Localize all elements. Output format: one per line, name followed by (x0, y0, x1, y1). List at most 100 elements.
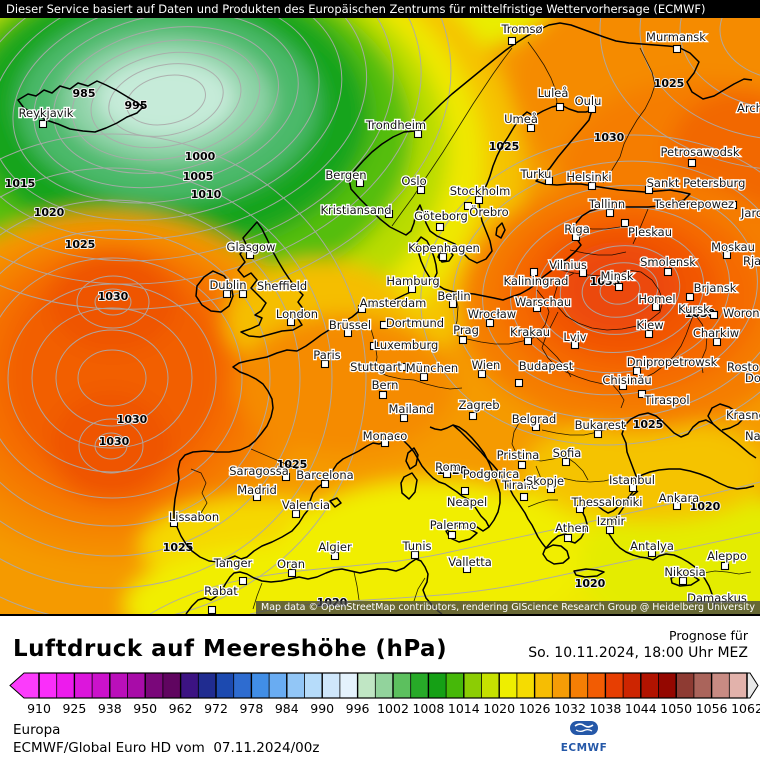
city-label: Luleå (538, 86, 569, 100)
city-marker (644, 185, 654, 195)
city-label: Kursk (678, 302, 710, 316)
isobar-label: 1020 (690, 500, 721, 513)
city-marker (578, 268, 588, 278)
city-label-clipped: Krasno (726, 408, 760, 422)
colorbar-tick-label: 978 (239, 701, 263, 716)
city-label: Thessaloniki (571, 495, 643, 509)
colorbar-tick-label: 990 (310, 701, 334, 716)
city-label: Tanger (213, 556, 253, 570)
colorbar-tick-label: 950 (133, 701, 157, 716)
colorbar-tick-label: 996 (346, 701, 370, 716)
city-label: Mailand (389, 402, 434, 416)
isobar-label: 1025 (654, 77, 685, 90)
city-marker (523, 478, 533, 488)
city-label: München (406, 361, 458, 375)
city-marker (720, 561, 730, 571)
isobar-label: 1025 (277, 458, 308, 471)
forecast-datetime: So. 10.11.2024, 18:00 Uhr MEZ (528, 645, 748, 661)
city-label: Madrid (237, 483, 277, 497)
city-marker (620, 218, 630, 228)
isobar-label: 1030 (99, 435, 130, 448)
city-label: Berlin (437, 289, 470, 303)
isobar-label: 1000 (185, 150, 216, 163)
city-label: Stuttgart (350, 360, 402, 374)
info-panel: Luftdruck auf Meereshöhe (hPa) Prognose … (0, 614, 760, 760)
city-label: Lissabon (169, 510, 219, 524)
city-label: Neapel (447, 495, 487, 509)
city-label: Barcelona (296, 468, 353, 482)
model-run-label: ECMWF/Global Euro HD vom 07.11.2024/00z (13, 740, 320, 756)
colorbar-tick-label: 925 (62, 701, 86, 716)
colorbar-tick-label: 1008 (412, 701, 444, 716)
city-label: Warschau (515, 295, 571, 309)
colorbar-tick-label: 1038 (589, 701, 621, 716)
city-label: Tallinn (588, 197, 625, 211)
city-marker (529, 267, 539, 277)
colorbar-tick-label: 1026 (519, 701, 551, 716)
city-label-clipped: Do (745, 371, 760, 385)
city-label: Dublin (209, 278, 246, 292)
isobar-label: 1030 (594, 131, 625, 144)
city-label: Bergen (325, 168, 366, 182)
city-label-clipped: Rosto (727, 360, 759, 374)
colorbar-tick-label: 1014 (448, 701, 480, 716)
city-label: Tunis (401, 539, 431, 553)
city-label: Vilnius (549, 258, 587, 272)
service-banner: Dieser Service basiert auf Daten und Pro… (0, 0, 760, 18)
city-marker (507, 36, 517, 46)
isobar-label: 1025 (489, 140, 520, 153)
city-marker (343, 328, 353, 338)
country-borders (190, 41, 752, 610)
city-label: Istanbul (609, 473, 655, 487)
city-label: Kiew (636, 318, 663, 332)
city-marker (413, 129, 423, 139)
city-label: Monaco (363, 429, 408, 443)
city-label: Petrosawodsk (660, 145, 739, 159)
city-label: Podgorica (463, 467, 520, 481)
city-label: Turku (520, 167, 552, 181)
city-marker (207, 605, 217, 614)
colorbar-tick-label: 1050 (660, 701, 692, 716)
colorbar-tick-label: 1056 (696, 701, 728, 716)
city-label: Oulu (575, 94, 602, 108)
colorbar-tick-label: 1062 (731, 701, 760, 716)
city-label: Brjansk (694, 281, 737, 295)
isobar-label: 1005 (183, 170, 214, 183)
city-marker (685, 292, 695, 302)
coastlines (17, 22, 757, 614)
city-label-clipped: Jaros (740, 206, 760, 220)
map-canvas: 985 995 1000 1005 1010 1015 1020 1025 1030 1030 10… (0, 18, 760, 614)
city-marker (485, 318, 495, 328)
colorbar-tick-label: 1044 (625, 701, 657, 716)
city-label: Homel (638, 292, 675, 306)
city-marker (546, 484, 556, 494)
city-label: Kristiansand (320, 203, 391, 217)
city-marker (379, 320, 389, 330)
city-label: Saragossa (229, 464, 289, 478)
city-marker (618, 381, 628, 391)
city-marker (474, 195, 484, 205)
city-marker (238, 576, 248, 586)
city-label: Prag (453, 323, 479, 337)
city-marker (369, 341, 379, 351)
city-marker (637, 389, 647, 399)
city-marker (628, 483, 638, 493)
city-marker (672, 501, 682, 511)
city-marker (728, 200, 738, 210)
colorbar-tick-label: 1020 (483, 701, 515, 716)
city-marker (291, 509, 301, 519)
isobar-label: 1030 (117, 413, 148, 426)
city-marker (644, 329, 654, 339)
city-label: Sofia (553, 446, 582, 460)
city-label: Lviv (563, 330, 586, 344)
city-label: Oran (277, 557, 305, 571)
city-label: Athen (555, 521, 589, 535)
city-marker (722, 250, 732, 260)
city-label: Pristina (497, 448, 540, 462)
city-label: Stockholm (450, 184, 511, 198)
city-label: Valletta (448, 555, 492, 569)
city-label: Rabat (204, 584, 238, 598)
city-label: Pleskau (628, 225, 672, 239)
city-label: Wien (472, 358, 501, 372)
